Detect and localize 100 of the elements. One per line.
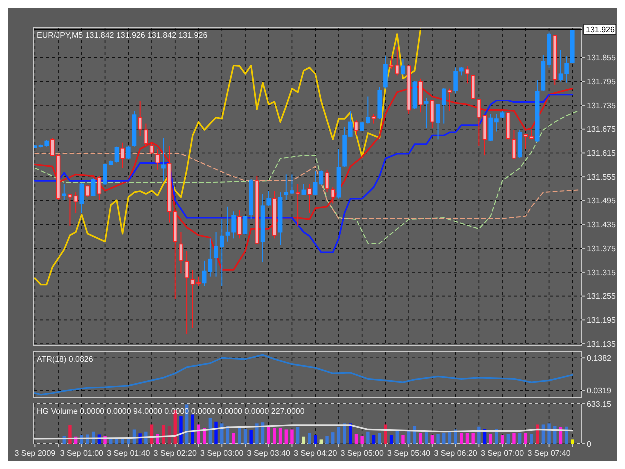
y-tick-label: 131.855 (587, 54, 616, 63)
bar (308, 433, 312, 444)
bar (512, 433, 516, 444)
candlestick (471, 74, 476, 100)
candlestick (156, 148, 160, 170)
y-tick-label: 131.675 (587, 125, 616, 134)
ref-line-label: 131.926 (586, 25, 616, 34)
bar (232, 433, 236, 444)
candlestick (330, 186, 336, 204)
bar (68, 425, 72, 444)
candlestick (243, 216, 248, 236)
bar (121, 438, 124, 444)
bar (442, 433, 446, 444)
x-tick-label: 3 Sep 01:40 (107, 449, 151, 458)
bar (448, 432, 452, 444)
bar (320, 440, 324, 444)
candlestick (266, 190, 272, 207)
bar (278, 428, 282, 444)
bar (354, 434, 358, 444)
candlestick (208, 238, 213, 278)
bar (267, 427, 270, 444)
y-tick-label: 131.435 (587, 220, 616, 230)
bar (489, 434, 492, 444)
bar (349, 424, 352, 444)
candlestick (401, 58, 406, 76)
candlestick (313, 170, 318, 196)
candlestick (126, 146, 131, 160)
candlestick (138, 101, 142, 138)
y-tick-label: 131.495 (587, 196, 616, 206)
bar (478, 426, 481, 444)
y-tick-label: 0 (587, 440, 592, 449)
line-series (34, 354, 574, 396)
bar (436, 434, 440, 444)
candlestick (308, 184, 312, 214)
y-tick-label: 131.555 (587, 172, 616, 182)
candlestick (184, 250, 190, 335)
chart-title: ATR(18) 0.0826 (37, 355, 94, 364)
candlestick (448, 88, 452, 112)
bar (314, 435, 318, 444)
bar (548, 424, 551, 444)
bar (390, 435, 394, 444)
bar (250, 430, 253, 444)
bar (571, 440, 574, 444)
x-tick-label: 3 Sep 01:00 (60, 449, 104, 458)
y-tick-label: 131.255 (587, 292, 616, 302)
bar (366, 432, 370, 444)
candlestick (202, 260, 207, 287)
bar (238, 428, 242, 444)
candlestick (120, 142, 125, 169)
y-tick-label: 131.375 (587, 244, 616, 254)
bar (244, 429, 248, 444)
bar (460, 433, 464, 444)
candlestick (237, 210, 242, 240)
chart-title: EUR/JPY,M5 131.842 131.926 131.842 131.926 (37, 31, 208, 40)
bar (472, 433, 475, 444)
candlestick (296, 184, 300, 226)
bar (500, 435, 504, 444)
bar (530, 434, 534, 444)
x-tick-label: 3 Sep 03:40 (247, 449, 291, 458)
candlestick (454, 67, 458, 94)
y-tick-label: 633.15 (587, 400, 612, 409)
bar (430, 435, 434, 444)
bar (214, 422, 218, 444)
x-tick-label: 3 Sep 05:00 (340, 449, 384, 458)
bar (506, 434, 510, 444)
candlestick (179, 232, 184, 274)
x-tick-label: 3 Sep 07:40 (528, 449, 572, 458)
x-tick-label: 3 Sep 02:20 (154, 449, 198, 458)
bar (197, 424, 200, 444)
bar (273, 428, 276, 444)
candlestick (512, 130, 516, 160)
bar (302, 436, 306, 444)
x-tick-label: 3 Sep 03:00 (200, 449, 244, 458)
candlestick (325, 169, 330, 194)
bar (284, 430, 288, 444)
candlestick (162, 138, 166, 182)
candlestick (62, 184, 67, 202)
bar (378, 433, 382, 444)
bar (372, 435, 376, 444)
bar (332, 432, 335, 444)
y-tick-label: 131.615 (587, 149, 616, 158)
bar (326, 436, 329, 444)
candlestick (465, 66, 470, 84)
line-series (34, 424, 574, 440)
y-tick-label: 131.735 (587, 101, 616, 110)
candlestick (372, 114, 376, 124)
bar (127, 439, 130, 444)
x-tick-label: 3 Sep 04:20 (294, 449, 338, 458)
bar (524, 433, 528, 444)
y-tick-label: 131.195 (587, 316, 616, 325)
candlestick (354, 120, 359, 136)
bar (162, 425, 166, 444)
bar (424, 432, 428, 444)
candlestick (97, 176, 102, 202)
x-tick-label: 3 Sep 2009 (14, 449, 56, 458)
bar (256, 424, 259, 444)
bar (466, 433, 470, 444)
bar (495, 429, 498, 444)
bar (384, 424, 388, 444)
x-tick-label: 3 Sep 05:40 (387, 449, 432, 458)
